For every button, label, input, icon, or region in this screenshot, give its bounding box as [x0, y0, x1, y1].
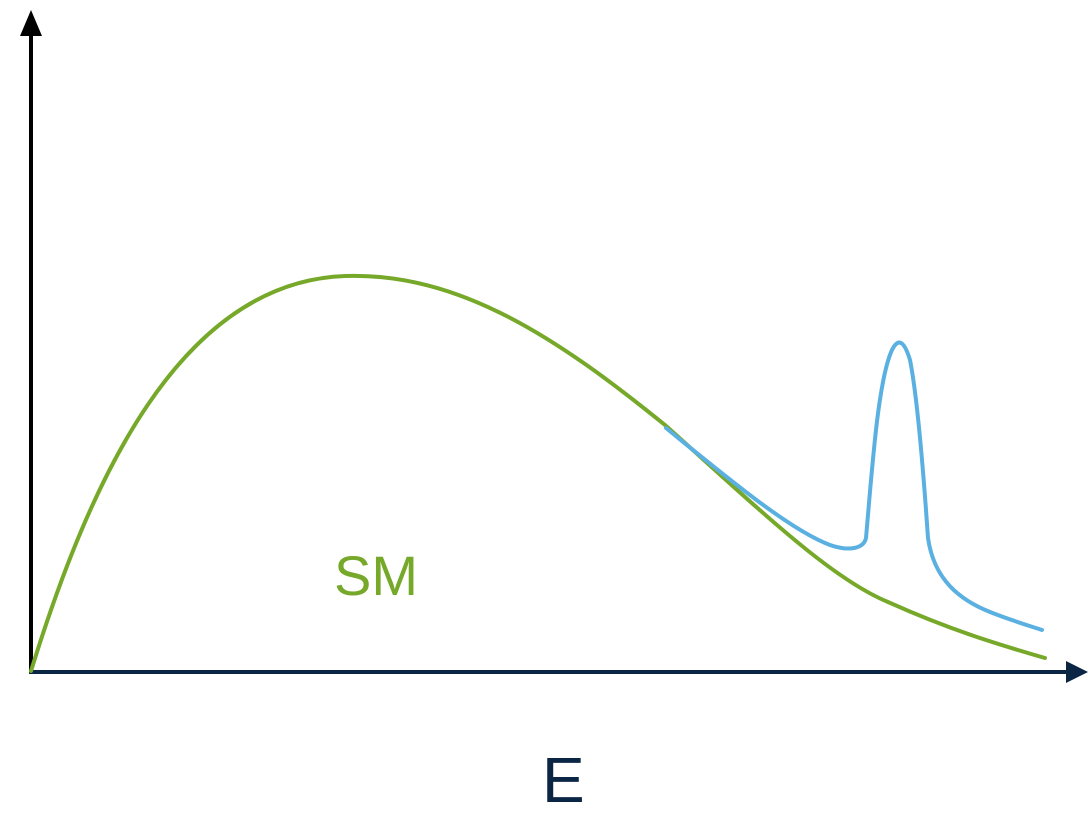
x-axis-label: E — [542, 744, 585, 816]
signal-curve — [664, 340, 1044, 632]
y-axis-arrowhead — [20, 10, 42, 36]
sm-curve-label: SM — [334, 544, 418, 607]
x-axis-arrowhead — [1066, 661, 1088, 683]
sm-curve — [29, 273, 1047, 673]
